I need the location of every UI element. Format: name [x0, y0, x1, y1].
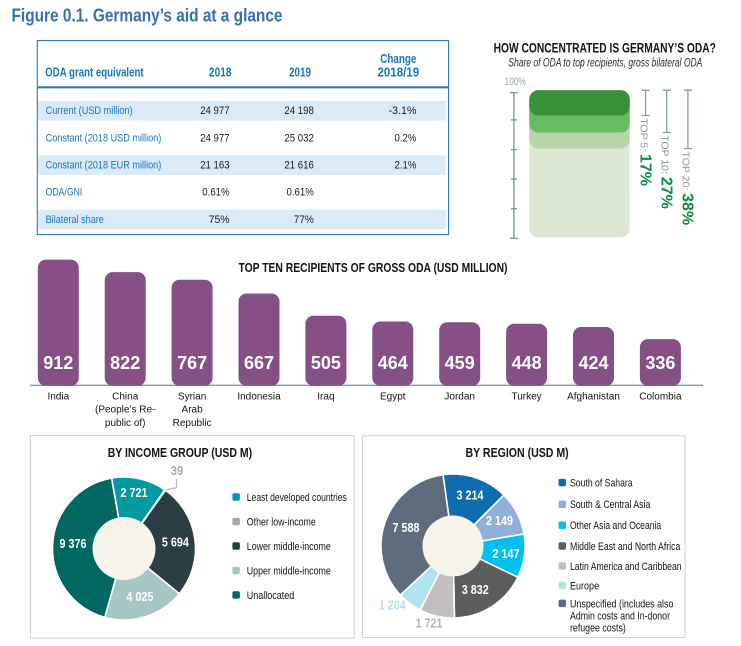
svg-text:Afghanistan: Afghanistan	[567, 391, 620, 402]
svg-text:9 376: 9 376	[60, 536, 87, 551]
svg-text:7 588: 7 588	[393, 520, 420, 535]
svg-text:21 163: 21 163	[200, 160, 229, 172]
svg-text:Bilateral share: Bilateral share	[46, 214, 104, 226]
svg-text:Unspecified (includes also: Unspecified (includes also	[570, 598, 673, 610]
svg-text:Constant (2018 EUR million): Constant (2018 EUR million)	[46, 160, 162, 172]
svg-text:Indonesia: Indonesia	[237, 391, 281, 402]
svg-text:BY INCOME GROUP (USD M): BY INCOME GROUP (USD M)	[108, 446, 252, 460]
svg-text:2 149: 2 149	[486, 513, 513, 528]
svg-text:Arab: Arab	[182, 405, 204, 416]
svg-text:Iraq: Iraq	[317, 391, 334, 402]
svg-text:1 204: 1 204	[379, 597, 407, 612]
svg-text:South of Sahara: South of Sahara	[570, 477, 633, 489]
svg-text:912: 912	[43, 353, 73, 373]
svg-text:Turkey: Turkey	[511, 391, 541, 402]
svg-text:Other low-income: Other low-income	[247, 516, 316, 528]
svg-text:424: 424	[578, 353, 608, 373]
svg-text:0.2%: 0.2%	[395, 132, 417, 144]
svg-text:Republic: Republic	[173, 418, 212, 429]
svg-text:Change: Change	[380, 52, 416, 66]
svg-text:667: 667	[244, 353, 274, 373]
svg-text:Europe: Europe	[570, 580, 599, 592]
svg-text:TOP 5: 17%: TOP 5: 17%	[636, 118, 653, 186]
svg-text:Unallocated: Unallocated	[247, 590, 294, 602]
svg-text:Figure 0.1. Germany’s aid at a: Figure 0.1. Germany’s aid at a glance	[12, 6, 283, 26]
svg-text:Other Asia and Oceania: Other Asia and Oceania	[570, 520, 662, 532]
svg-text:refugee costs): refugee costs)	[570, 622, 626, 634]
svg-text:South & Central Asia: South & Central Asia	[570, 499, 651, 511]
svg-text:Constant (2018 USD million): Constant (2018 USD million)	[46, 132, 162, 144]
svg-text:1 721: 1 721	[416, 615, 443, 630]
svg-text:21 616: 21 616	[284, 160, 313, 172]
svg-text:Latin America and Caribbean: Latin America and Caribbean	[570, 561, 682, 573]
svg-text:Upper middle-income: Upper middle-income	[247, 565, 331, 577]
svg-text:5 694: 5 694	[162, 535, 190, 550]
svg-text:Admin costs and In-donor: Admin costs and In-donor	[570, 610, 670, 622]
svg-text:India: India	[47, 391, 69, 402]
svg-text:2018/19: 2018/19	[378, 66, 420, 80]
svg-text:2.1%: 2.1%	[395, 160, 417, 172]
svg-text:TOP 10: 27%: TOP 10: 27%	[657, 135, 674, 209]
svg-text:24 198: 24 198	[284, 105, 313, 117]
svg-text:2 147: 2 147	[493, 546, 520, 561]
svg-text:-3.1%: -3.1%	[389, 105, 417, 117]
svg-text:822: 822	[110, 353, 140, 373]
svg-text:Lower middle-income: Lower middle-income	[247, 541, 331, 553]
svg-text:China: China	[112, 391, 139, 402]
svg-text:(People’s Re-: (People’s Re-	[95, 405, 155, 416]
svg-text:24 977: 24 977	[200, 105, 229, 117]
svg-text:Current (USD million): Current (USD million)	[46, 105, 133, 117]
svg-text:464: 464	[378, 353, 408, 373]
svg-text:2018: 2018	[209, 66, 232, 80]
svg-text:BY REGION (USD M): BY REGION (USD M)	[466, 446, 569, 460]
svg-text:TOP TEN RECIPIENTS OF GROSS OD: TOP TEN RECIPIENTS OF GROSS ODA (USD MIL…	[239, 261, 508, 275]
svg-text:ODA/GNI: ODA/GNI	[46, 187, 83, 199]
svg-text:4 025: 4 025	[126, 589, 153, 604]
svg-text:Least developed countries: Least developed countries	[247, 492, 347, 504]
svg-text:100%: 100%	[505, 76, 526, 88]
svg-text:HOW CONCENTRATED IS GERMANY’S: HOW CONCENTRATED IS GERMANY’S ODA?	[494, 40, 716, 55]
svg-text:ODA grant equivalent: ODA grant equivalent	[45, 65, 144, 79]
svg-text:Middle East and North Africa: Middle East and North Africa	[570, 541, 681, 553]
svg-text:0.61%: 0.61%	[202, 187, 229, 199]
svg-text:public of): public of)	[105, 418, 146, 429]
svg-text:0.61%: 0.61%	[287, 187, 314, 199]
svg-text:75%: 75%	[209, 214, 230, 226]
svg-text:Jordan: Jordan	[444, 391, 475, 402]
svg-text:448: 448	[512, 353, 542, 373]
svg-text:767: 767	[177, 353, 207, 373]
svg-text:77%: 77%	[294, 214, 314, 226]
svg-text:336: 336	[645, 353, 675, 373]
svg-text:Syrian: Syrian	[178, 391, 206, 402]
svg-text:24 977: 24 977	[200, 132, 229, 144]
svg-text:Share of ODA to top recipients: Share of ODA to top recipients, gross bi…	[508, 57, 702, 69]
svg-text:2 721: 2 721	[121, 485, 148, 500]
svg-text:25 032: 25 032	[284, 132, 313, 144]
svg-text:TOP 20: 38%: TOP 20: 38%	[679, 152, 696, 226]
svg-text:2019: 2019	[289, 66, 311, 80]
svg-text:39: 39	[171, 463, 184, 478]
svg-text:Egypt: Egypt	[380, 391, 406, 402]
svg-text:459: 459	[445, 353, 475, 373]
svg-text:3 214: 3 214	[457, 487, 485, 502]
svg-text:Colombia: Colombia	[639, 391, 682, 402]
svg-text:505: 505	[311, 353, 341, 373]
svg-text:3 832: 3 832	[462, 582, 489, 597]
